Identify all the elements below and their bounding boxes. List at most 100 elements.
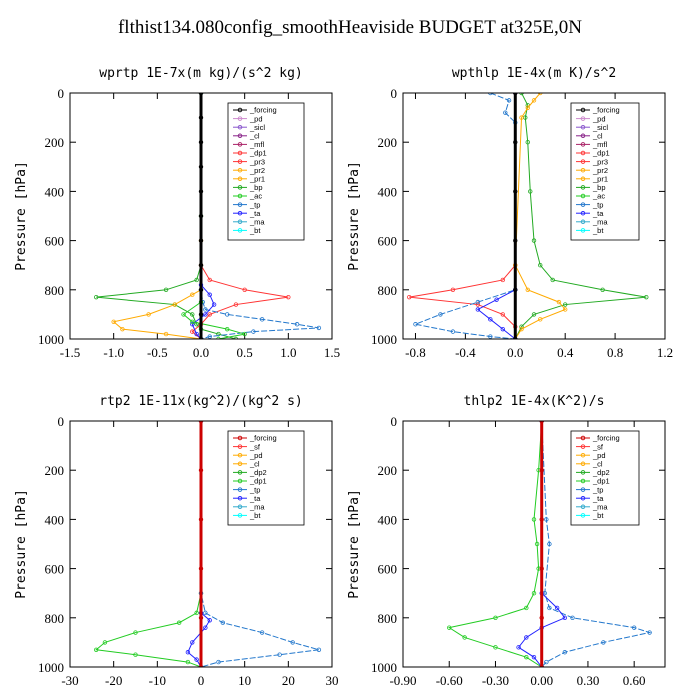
x-tick-label: 1.5 [324,345,340,360]
legend-label: _forcing [592,106,620,115]
legend-label: _tp [592,200,603,209]
series-point-forcing [198,238,204,243]
y-tick-label: 200 [45,135,65,150]
series-point-tp [290,640,295,645]
series-point-forcing [198,213,204,219]
series-point-ac [462,635,467,640]
y-tick-label: 800 [378,611,398,626]
legend-marker [580,150,586,156]
series-point-ac [524,654,529,660]
legend-label: _tp [249,485,260,494]
legend-label: _pd [249,114,263,123]
series-point-ta [203,312,208,317]
y-axis-label: Pressure [hPa] [14,489,29,599]
y-tick-label: 800 [378,283,398,298]
x-tick-label: 0.0 [193,345,209,360]
legend-marker [580,210,586,216]
x-tick-label: 0.4 [557,345,574,360]
series-point-ta [190,322,195,327]
legend-marker [580,228,586,233]
y-tick-label: 0 [58,86,65,101]
series-point-tp [203,307,208,312]
legend-label: _forcing [249,106,277,115]
legend-label: _bp [249,183,263,192]
legend-label: _ma [249,503,265,512]
legend-marker [580,513,586,518]
legend-label: _dp1 [592,477,610,486]
series-point-pr2 [531,98,537,103]
panels: wprtp 1E-7x(m kg)/(s^2 kg) Pressure [hPa]… [14,66,673,688]
series-point-forcing [513,238,518,243]
y-tick-label: 400 [45,184,65,199]
legend-marker [237,487,243,492]
series-line-ac [447,421,543,667]
chart-panel-4: thlp2 1E-4x(K^2)/s Pressure [hPa] -0.90 -0.… [347,394,666,688]
series-point-dp1 [450,287,456,292]
legend-marker [237,185,243,190]
series-point-ta [190,640,195,645]
series-point-ta [194,331,199,337]
y-tick-label: 400 [45,512,65,527]
series-point-ta [500,326,506,332]
legend-marker [237,513,243,518]
series-point-bp [538,263,543,268]
series-point-forcing_red [198,615,204,620]
series-point-bp [525,139,530,145]
series-point-ac [493,645,498,650]
legend-label: _tp [249,200,260,209]
series-point-tp [251,329,256,334]
legend-marker [580,504,586,510]
legend-label: _cl [249,460,260,469]
legend-marker [237,435,243,441]
series-point-bp [519,324,524,329]
x-tick-label: 0.8 [607,345,623,360]
legend-label: _ta [592,494,604,503]
series-point-ta [562,615,568,620]
series-point-dp1 [407,294,412,300]
legend-marker [237,452,243,458]
chart-panel-1: wprtp 1E-7x(m kg)/(s^2 kg) Pressure [hPa]… [14,66,340,360]
series-point-tp [413,322,418,327]
series-point-ac [534,541,540,547]
y-tick-label: 600 [378,234,398,249]
series-point-dp1 [286,294,291,300]
x-tick-label: 0.0 [507,345,523,360]
y-tick-label: 200 [45,463,65,478]
legend-marker [580,435,586,441]
x-tick-label: 30 [326,673,339,688]
legend-label: _forcing [592,434,620,443]
series-point-tp [547,541,552,547]
legend-marker [237,219,243,225]
legend-label: _ac [249,192,262,201]
series-point-forcing [513,139,518,145]
x-tick-label: 0.30 [577,673,600,688]
series-point-ac [531,517,537,522]
chart-panel-3: rtp2 1E-11x(kg^2)/(kg^2 s) Pressure [hPa]… [14,394,339,688]
y-tick-label: 1000 [38,660,64,675]
x-tick-label: -0.5 [147,345,168,360]
legend-marker [580,142,586,147]
legend-label: _pr2 [249,166,265,175]
legend-marker [580,495,586,501]
y-axis-label: Pressure [hPa] [14,161,29,271]
series-point-forcing_red [539,566,544,571]
legend-marker [580,452,586,458]
legend-marker [580,185,586,190]
series-point-dp1 [500,312,506,317]
series-point-bp [194,277,199,283]
x-tick-label: 0.5 [237,345,253,360]
series-point-dp1 [475,302,481,307]
legend-label: _bp [592,183,606,192]
legend-marker [237,210,243,216]
series-point-pr2 [120,326,125,332]
series-point-tp [544,517,549,522]
series-point-pr2 [519,326,524,332]
series-point-bp [93,294,99,300]
series-point-tp [259,317,265,322]
legend-label: _cl [249,132,260,141]
legend-label: _dp1 [249,149,267,158]
series-point-forcing_red [539,615,544,620]
series-point-pr2 [146,312,151,317]
x-tick-label: 1.2 [657,345,673,360]
x-tick-label: -0.8 [405,345,426,360]
